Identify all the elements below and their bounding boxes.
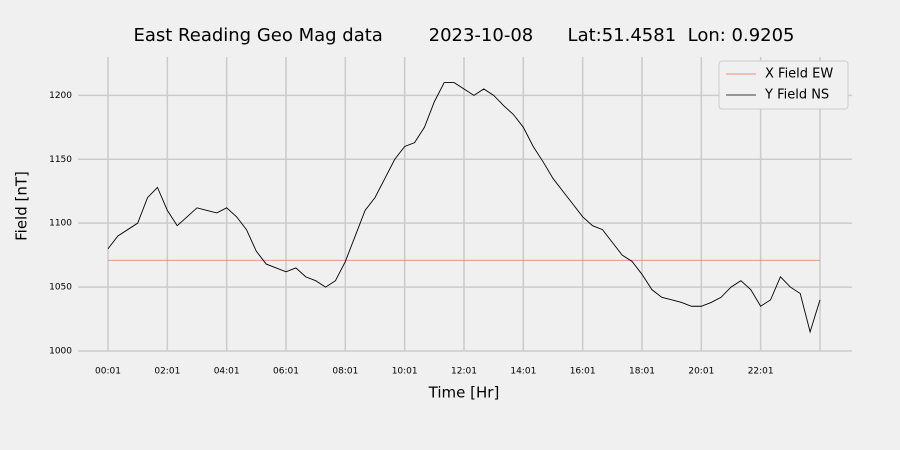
y-tick-label: 1150	[49, 155, 72, 165]
x-tick-label: 00:01	[95, 367, 121, 377]
legend-label: Y Field NS	[764, 88, 829, 103]
x-tick-label: 22:01	[748, 367, 774, 377]
x-tick-label: 06:01	[273, 367, 299, 377]
y-tick-label: 1000	[49, 347, 72, 357]
y-tick-label: 1200	[49, 91, 72, 101]
y-tick-label: 1050	[49, 283, 72, 293]
x-tick-label: 16:01	[570, 367, 596, 377]
y-tick-label: 1100	[49, 219, 72, 229]
x-tick-label: 04:01	[214, 367, 240, 377]
x-tick-label: 14:01	[510, 367, 536, 377]
x-tick-label: 10:01	[392, 367, 418, 377]
x-axis-label: Time [Hr]	[428, 384, 500, 402]
x-tick-label: 08:01	[332, 367, 358, 377]
chart-title: East Reading Geo Mag data 2023-10-08 Lat…	[133, 25, 794, 46]
legend-box	[718, 60, 849, 110]
x-tick-label: 02:01	[154, 367, 180, 377]
x-tick-label: 20:01	[688, 367, 714, 377]
legend-label: X Field EW	[765, 67, 833, 82]
x-tick-label: 18:01	[629, 367, 655, 377]
y-axis-label: Field [nT]	[13, 171, 31, 241]
data-line	[107, 82, 821, 334]
x-tick-label: 12:01	[451, 367, 477, 377]
